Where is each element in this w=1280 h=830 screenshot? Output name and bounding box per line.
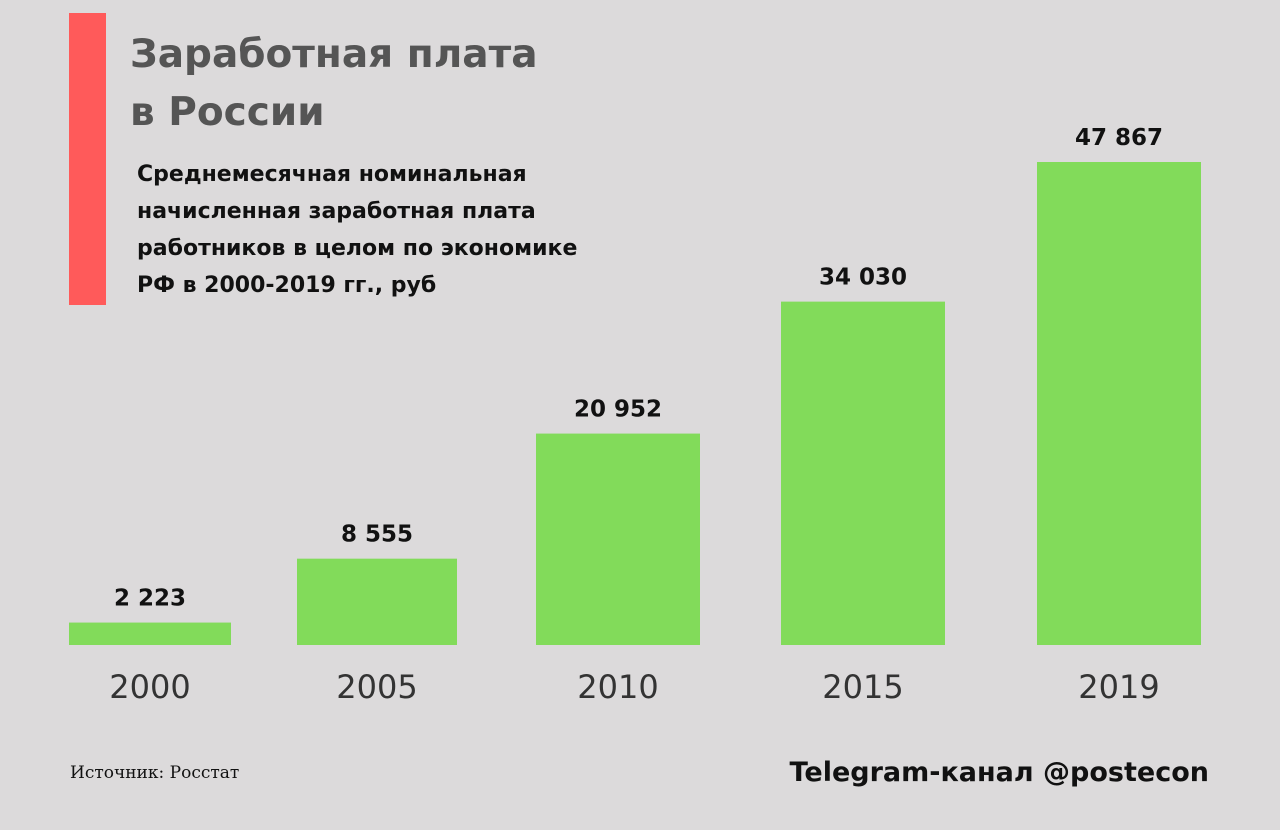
value-label-2010: 20 952 — [574, 397, 662, 423]
telegram-credit: Telegram-канал @postecon — [789, 757, 1209, 788]
source-note: Источник: Росстат — [70, 763, 240, 783]
x-tick-2019: 2019 — [1078, 668, 1159, 706]
chart-subtitle: Среднемесячная номинальная начисленная з… — [137, 156, 577, 304]
x-tick-2010: 2010 — [577, 668, 658, 706]
bar-2019 — [1037, 162, 1201, 645]
subtitle-line-2: начисленная заработная плата — [137, 199, 536, 224]
x-tick-2000: 2000 — [109, 668, 190, 706]
title-line-2: в России — [130, 90, 325, 135]
x-tick-2015: 2015 — [822, 668, 903, 706]
subtitle-line-3: работников в целом по экономике — [137, 236, 578, 261]
page-title: Заработная плата в России — [130, 26, 538, 142]
bar-2005 — [297, 558, 457, 645]
subtitle-line-4: РФ в 2000-2019 гг., руб — [137, 273, 437, 298]
value-label-2019: 47 867 — [1075, 125, 1163, 151]
bar-2010 — [536, 433, 700, 645]
value-label-2000: 2 223 — [114, 586, 186, 612]
title-line-1: Заработная плата — [130, 32, 538, 77]
accent-bar — [69, 13, 106, 305]
bar-2015 — [781, 301, 945, 645]
x-tick-2005: 2005 — [336, 668, 417, 706]
value-label-2005: 8 555 — [341, 522, 413, 548]
value-label-2015: 34 030 — [819, 265, 907, 291]
bar-2000 — [69, 622, 231, 645]
subtitle-line-1: Среднемесячная номинальная — [137, 162, 527, 187]
